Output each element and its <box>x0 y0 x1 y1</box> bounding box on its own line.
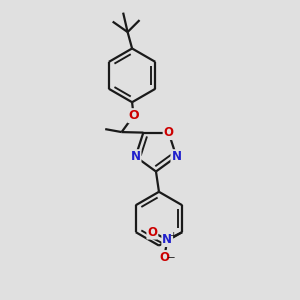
Text: O: O <box>147 226 158 238</box>
Text: +: + <box>169 231 177 240</box>
Text: O: O <box>164 126 174 139</box>
Text: N: N <box>162 233 172 246</box>
Text: −: − <box>167 254 175 263</box>
Text: O: O <box>159 251 169 264</box>
Text: N: N <box>171 150 182 163</box>
Text: O: O <box>128 109 139 122</box>
Text: N: N <box>130 150 140 163</box>
